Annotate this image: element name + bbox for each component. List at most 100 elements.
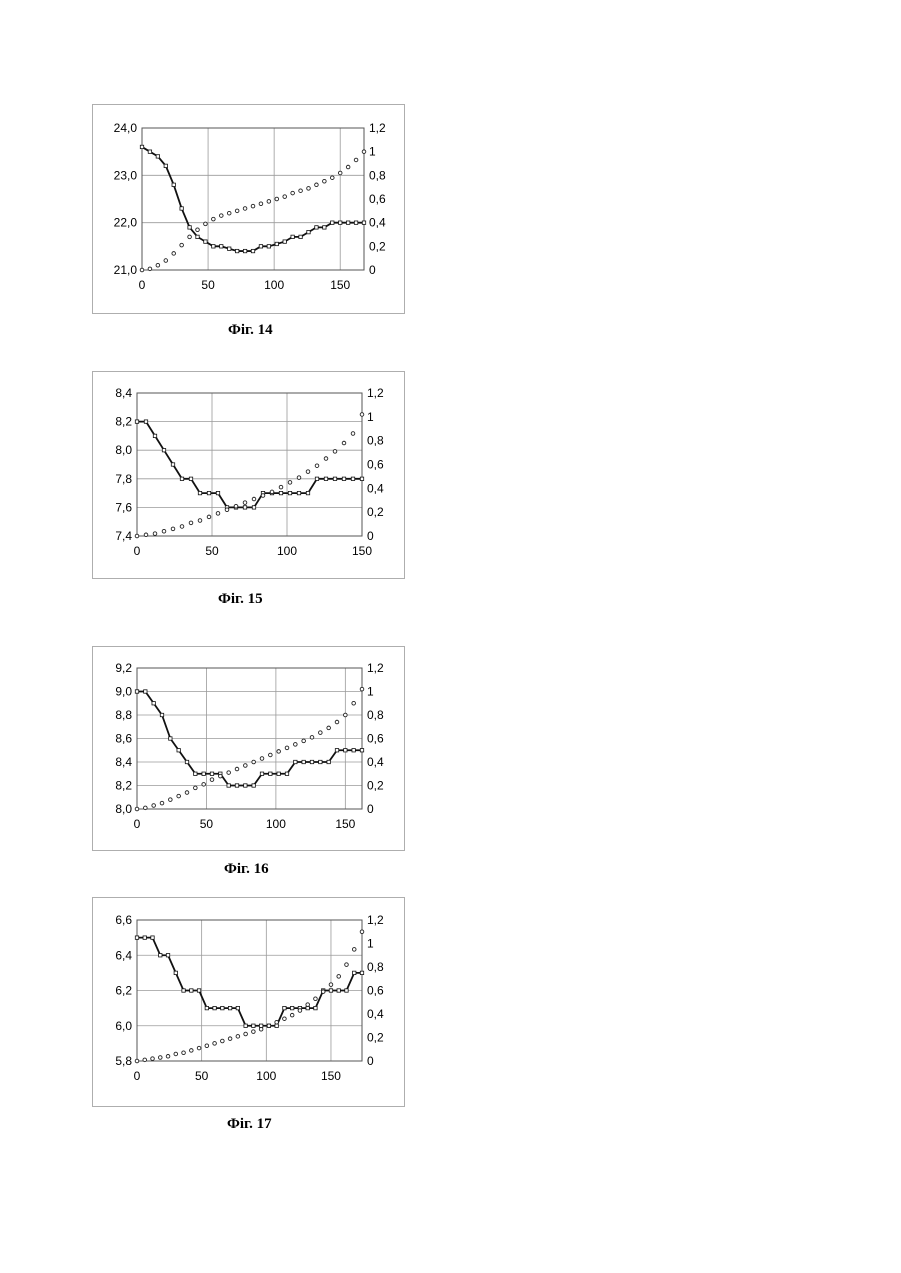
data-point-circle [205, 1044, 209, 1048]
data-point-square [339, 221, 342, 224]
data-point-square [244, 784, 247, 787]
x-tick-label: 50 [195, 1069, 209, 1083]
data-point-square [205, 1006, 208, 1009]
data-point-square [327, 760, 330, 763]
data-point-circle [252, 1030, 256, 1034]
data-point-circle [324, 457, 328, 461]
data-point-circle [351, 432, 355, 436]
caption-fig-16: Фіг. 16 [224, 861, 269, 878]
data-point-circle [323, 179, 327, 183]
data-point-circle [162, 529, 166, 533]
series-line [142, 147, 364, 251]
y2-tick-label: 1 [367, 937, 374, 951]
data-point-square [210, 772, 213, 775]
y-tick-label: 6,2 [115, 984, 132, 998]
caption-fig-15: Фіг. 15 [218, 591, 263, 608]
data-point-square [331, 221, 334, 224]
data-point-square [269, 772, 272, 775]
data-point-circle [298, 1009, 302, 1013]
y2-tick-label: 0,2 [367, 779, 384, 793]
data-point-square [177, 749, 180, 752]
data-point-circle [156, 263, 160, 267]
data-point-circle [297, 476, 301, 480]
data-point-square [319, 760, 322, 763]
data-point-square [140, 145, 143, 148]
y-tick-label: 8,8 [115, 708, 132, 722]
data-point-circle [342, 441, 346, 445]
data-point-circle [140, 268, 144, 272]
data-point-square [143, 936, 146, 939]
chart-16: 8,08,28,48,68,89,09,200,20,40,60,811,205… [92, 646, 405, 851]
data-point-circle [244, 1032, 248, 1036]
figure-16: 8,08,28,48,68,89,09,200,20,40,60,811,205… [92, 646, 405, 851]
data-point-square [352, 749, 355, 752]
data-point-circle [177, 794, 181, 798]
data-point-circle [148, 267, 152, 271]
data-point-circle [202, 783, 206, 787]
y-tick-label: 7,6 [115, 500, 132, 514]
data-point-circle [189, 521, 193, 525]
y2-tick-label: 0 [367, 529, 374, 543]
data-point-circle [252, 760, 256, 764]
x-tick-label: 150 [330, 278, 350, 292]
data-point-square [310, 760, 313, 763]
y-tick-label: 8,2 [115, 779, 132, 793]
data-point-square [216, 491, 219, 494]
data-point-square [345, 989, 348, 992]
data-point-square [306, 491, 309, 494]
y2-tick-label: 1,2 [369, 121, 386, 135]
data-point-square [346, 221, 349, 224]
y2-tick-label: 1,2 [367, 386, 384, 400]
data-point-square [185, 760, 188, 763]
y2-tick-label: 0,8 [367, 708, 384, 722]
y2-tick-label: 0,4 [369, 216, 386, 230]
data-point-square [307, 230, 310, 233]
data-point-square [152, 702, 155, 705]
data-point-square [323, 226, 326, 229]
data-point-square [159, 954, 162, 957]
data-point-square [277, 772, 280, 775]
data-point-circle [185, 791, 189, 795]
data-point-circle [152, 804, 156, 808]
x-tick-label: 100 [266, 817, 286, 831]
data-point-square [221, 1006, 224, 1009]
figure-15: 7,47,67,88,08,28,400,20,40,60,811,205010… [92, 371, 405, 579]
data-point-circle [277, 750, 281, 754]
data-point-circle [288, 481, 292, 485]
data-point-circle [182, 1051, 186, 1055]
data-point-square [196, 235, 199, 238]
data-point-circle [143, 1058, 147, 1062]
data-point-circle [352, 948, 356, 952]
data-point-circle [267, 200, 271, 204]
data-point-square [360, 477, 363, 480]
data-point-square [362, 221, 365, 224]
y2-tick-label: 0,8 [367, 434, 384, 448]
data-point-circle [345, 963, 349, 967]
y2-tick-label: 0,8 [367, 960, 384, 974]
data-point-square [351, 477, 354, 480]
data-point-square [172, 183, 175, 186]
data-point-circle [307, 187, 311, 191]
data-point-circle [283, 195, 287, 199]
data-point-circle [306, 1003, 310, 1007]
data-point-square [335, 749, 338, 752]
data-point-square [162, 449, 165, 452]
data-point-circle [360, 413, 364, 417]
y2-tick-label: 0,2 [367, 505, 384, 519]
data-point-square [207, 491, 210, 494]
data-point-square [180, 477, 183, 480]
y2-tick-label: 1 [369, 145, 376, 159]
data-point-square [259, 1024, 262, 1027]
data-point-circle [171, 527, 175, 531]
data-point-circle [235, 767, 239, 771]
plot-area [137, 393, 362, 536]
data-point-square [156, 155, 159, 158]
x-tick-label: 0 [134, 817, 141, 831]
data-point-circle [180, 243, 184, 247]
x-tick-label: 150 [321, 1069, 341, 1083]
data-point-circle [333, 450, 337, 454]
data-point-circle [188, 235, 192, 239]
y-tick-label: 22,0 [114, 216, 138, 230]
data-point-square [252, 506, 255, 509]
y2-tick-label: 1,2 [367, 913, 384, 927]
